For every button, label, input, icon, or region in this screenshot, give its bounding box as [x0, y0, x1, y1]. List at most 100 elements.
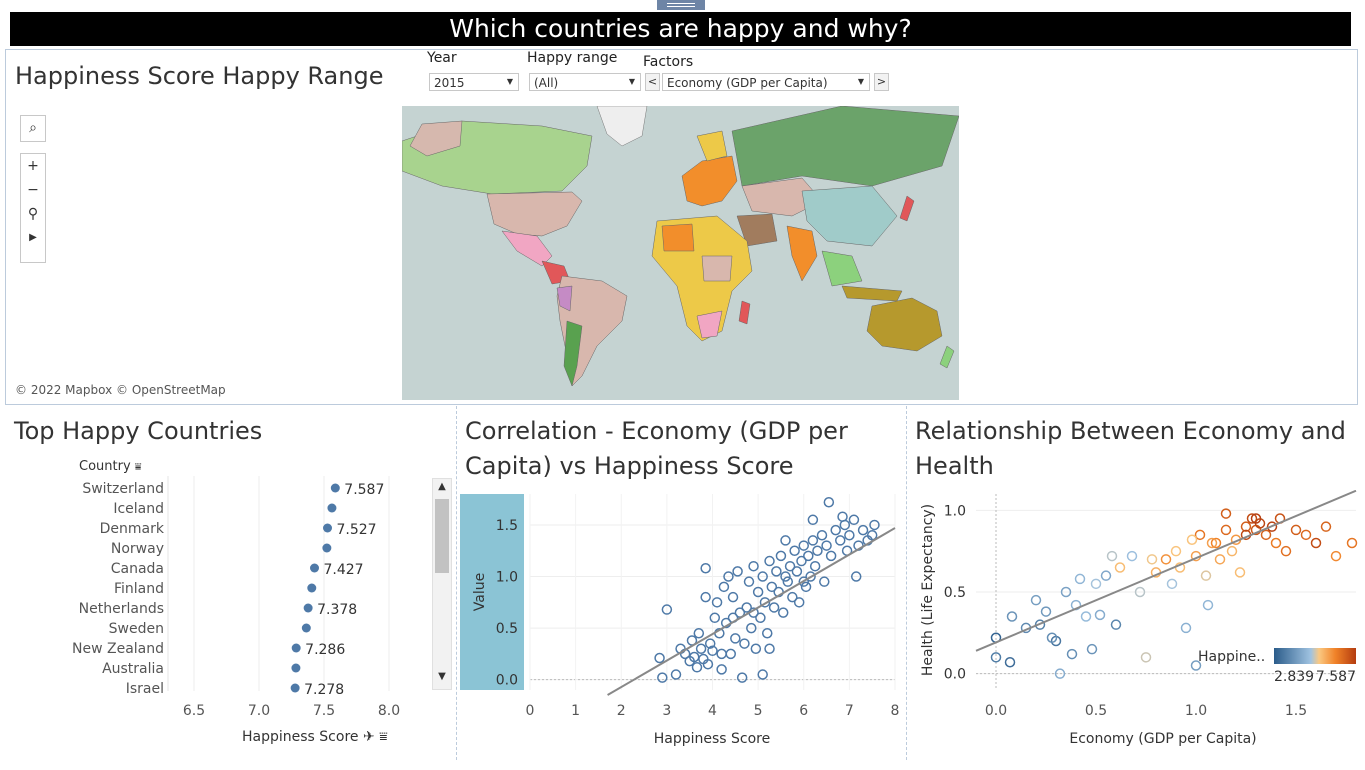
- data-point: [1110, 619, 1122, 630]
- data-point: [709, 612, 721, 624]
- data-point: [1210, 537, 1222, 549]
- country-label: Denmark: [100, 521, 165, 537]
- correlation-chart[interactable]: Value 0.0 0.5 1.0 1.5 0 1 2 3 4 5 6 7 8 Happiness Scor…: [458, 490, 904, 760]
- data-point: [1266, 521, 1278, 532]
- drag-handle[interactable]: [657, 0, 705, 10]
- data-point: [1004, 656, 1016, 668]
- country-label: Switzerland: [82, 481, 164, 497]
- x-tick-label: 7.0: [248, 703, 270, 719]
- china-shape: [801, 185, 898, 247]
- madagascar-shape: [738, 300, 751, 325]
- data-point: [1066, 648, 1078, 660]
- value-label: 7.527: [337, 522, 377, 538]
- factors-value: Economy (GDP per Capita): [667, 76, 828, 90]
- data-point: [780, 571, 791, 582]
- data-point: [1186, 534, 1198, 545]
- data-point: [750, 643, 762, 654]
- data-point: [1190, 660, 1202, 671]
- legend-min-label: 2.839: [1274, 669, 1314, 685]
- data-point: [1270, 537, 1282, 549]
- top-countries-xlabel-wrap: Happiness Score ✈ ⩸: [242, 729, 388, 745]
- data-point: [711, 597, 723, 608]
- data-point: [812, 545, 823, 556]
- data-point: [835, 535, 846, 546]
- data-point: [755, 612, 766, 624]
- happy-range-dropdown[interactable]: (All) ▼: [529, 73, 641, 91]
- country-dot: [290, 683, 300, 693]
- map-search-tool[interactable]: ⌕: [20, 115, 46, 142]
- data-point: [700, 563, 711, 574]
- usa-shape: [486, 191, 583, 237]
- zoom-out-button[interactable]: −: [27, 182, 39, 198]
- chevron-left-icon: <: [647, 75, 658, 88]
- data-point: [1310, 537, 1322, 549]
- correlation-title-line1: Correlation - Economy (GDP per: [465, 417, 848, 445]
- country-dot: [310, 563, 320, 573]
- x-tick-label: 4: [708, 703, 717, 719]
- chevron-down-icon: ▼: [506, 77, 514, 86]
- pin-icon[interactable]: ✈: [362, 729, 375, 745]
- x-tick-label: 8.0: [378, 703, 400, 719]
- scroll-up-icon[interactable]: ▲: [438, 481, 446, 492]
- data-point: [1106, 550, 1118, 562]
- factors-dropdown[interactable]: Economy (GDP per Capita) ▼: [662, 73, 870, 91]
- data-point: [693, 628, 705, 639]
- world-map[interactable]: [402, 106, 959, 400]
- play-button[interactable]: ▶: [29, 232, 37, 243]
- peru-shape: [556, 285, 573, 312]
- happy-range-value: (All): [534, 76, 559, 90]
- x-tick-label: 6: [799, 703, 808, 719]
- pin-icon[interactable]: ⚲: [27, 206, 39, 222]
- country-label: Iceland: [113, 501, 164, 517]
- value-label: 7.378: [317, 602, 357, 618]
- value-label: 7.278: [304, 682, 344, 698]
- data-point: [796, 555, 807, 567]
- panel-divider-left: [456, 406, 457, 760]
- sort-icon[interactable]: ⩸: [134, 460, 142, 473]
- data-point: [844, 530, 855, 541]
- data-point: [869, 519, 880, 531]
- data-point: [798, 540, 809, 551]
- sort-icon[interactable]: ⩸: [379, 729, 388, 745]
- data-point: [777, 607, 789, 618]
- data-point: [1200, 570, 1212, 581]
- data-point: [816, 530, 828, 541]
- y-axis-label: Health (Life Expectancy): [920, 504, 936, 676]
- data-point: [807, 535, 819, 546]
- country-label: Netherlands: [79, 601, 164, 617]
- country-dot: [330, 483, 340, 493]
- country-column-header[interactable]: Country ⩸: [79, 459, 142, 474]
- data-point: [764, 555, 775, 567]
- scroll-down-icon[interactable]: ▼: [438, 671, 446, 682]
- data-point: [798, 576, 809, 587]
- data-point: [1040, 606, 1052, 617]
- data-point: [691, 662, 703, 673]
- top-countries-scrollbar[interactable]: ▲ ▼: [432, 478, 452, 690]
- data-point: [718, 581, 730, 593]
- data-point: [1046, 632, 1058, 643]
- x-tick-label: 1.0: [1185, 703, 1207, 719]
- factors-next-button[interactable]: >: [874, 73, 889, 91]
- data-point: [789, 545, 800, 556]
- data-point: [768, 602, 780, 613]
- data-point: [743, 576, 755, 587]
- data-point: [825, 550, 837, 562]
- scroll-thumb[interactable]: [435, 499, 449, 573]
- data-point: [1140, 652, 1152, 663]
- country-label: Norway: [111, 541, 164, 557]
- data-point: [1134, 586, 1146, 598]
- y-tick-label: 0.0: [496, 673, 518, 689]
- data-point: [1126, 550, 1138, 562]
- data-point: [775, 550, 787, 562]
- zoom-in-button[interactable]: +: [27, 158, 39, 174]
- relationship-chart[interactable]: Health (Life Expectancy) 0.0 0.5 1.0 0.0 0.5 1…: [908, 490, 1360, 760]
- data-point: [766, 581, 778, 593]
- relationship-title-line1: Relationship Between Economy and: [915, 417, 1346, 445]
- data-point: [1220, 524, 1232, 536]
- factors-prev-button[interactable]: <: [645, 73, 660, 91]
- data-point: [771, 566, 782, 577]
- data-point: [1074, 573, 1086, 585]
- year-dropdown[interactable]: 2015 ▼: [429, 73, 519, 91]
- data-point: [791, 566, 803, 577]
- data-point: [725, 648, 736, 660]
